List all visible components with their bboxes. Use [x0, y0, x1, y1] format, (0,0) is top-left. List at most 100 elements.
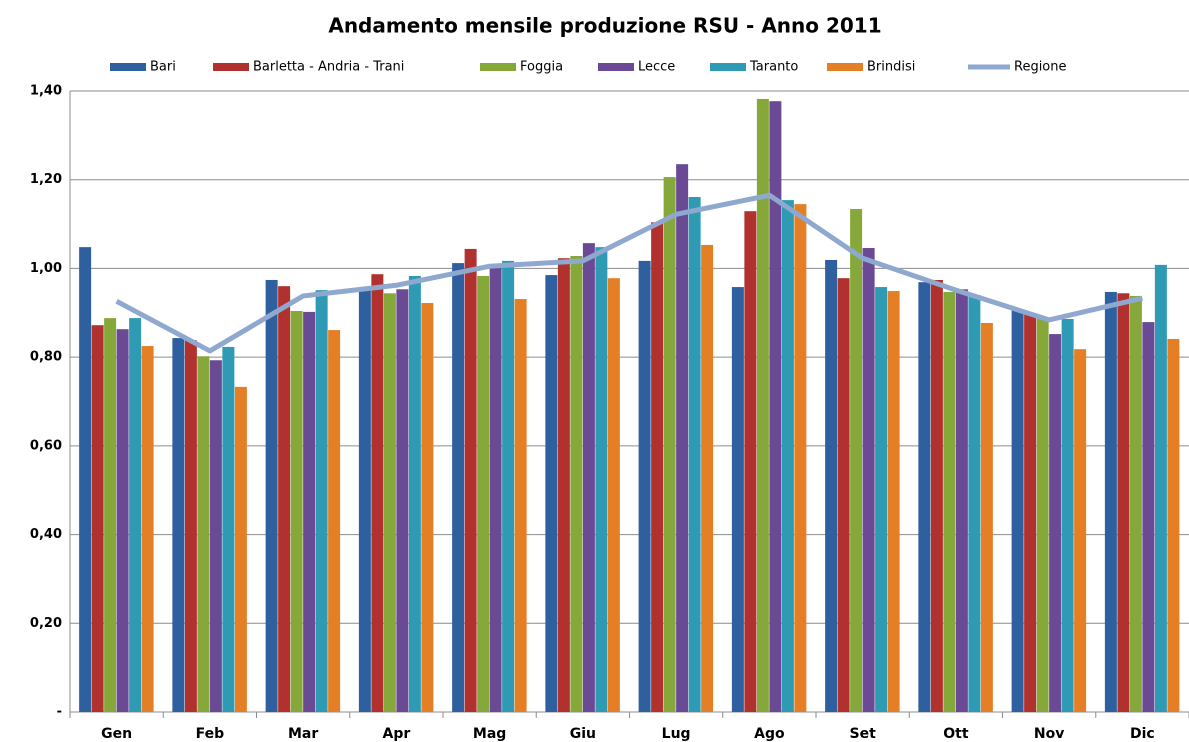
bar — [383, 293, 396, 712]
y-tick-label: 1,00 — [30, 261, 62, 276]
legend-label: Lecce — [638, 60, 675, 75]
legend-swatch — [710, 63, 746, 71]
line-series — [115, 192, 1143, 354]
bar — [1104, 291, 1117, 712]
bar — [421, 303, 434, 712]
bar — [290, 311, 303, 712]
x-tick-label: Ott — [943, 726, 969, 742]
chart-title: Andamento mensile produzione RSU - Anno … — [328, 14, 881, 38]
x-tick-label: Lug — [662, 726, 691, 742]
bar — [887, 291, 900, 712]
bar — [79, 247, 92, 712]
bar — [638, 260, 651, 712]
bar — [676, 164, 689, 713]
bar — [955, 289, 968, 712]
bar — [184, 340, 197, 712]
bar — [172, 338, 185, 712]
bar — [502, 260, 515, 712]
y-tick-label: 0,20 — [30, 616, 62, 631]
bar — [1167, 338, 1180, 712]
bar — [862, 248, 875, 712]
bar — [91, 325, 104, 712]
bar — [1074, 349, 1087, 712]
bar — [514, 299, 527, 712]
bar — [663, 177, 676, 712]
x-tick-label: Set — [849, 726, 876, 742]
legend-label: Barletta - Andria - Trani — [253, 60, 404, 75]
bar — [701, 244, 714, 712]
bar — [315, 290, 328, 712]
bar — [222, 346, 235, 712]
legend-swatch — [827, 63, 863, 71]
bar — [968, 295, 981, 712]
bar — [209, 360, 222, 712]
legend-swatch — [213, 63, 249, 71]
bar — [875, 287, 888, 712]
bar — [489, 267, 502, 712]
bar — [234, 386, 247, 712]
bar — [688, 197, 701, 713]
bar — [825, 260, 838, 712]
legend-label: Regione — [1014, 60, 1067, 75]
bar — [744, 211, 757, 712]
bar — [1061, 318, 1074, 712]
legend-swatch — [110, 63, 146, 71]
bar — [1011, 309, 1024, 712]
bar — [328, 330, 341, 712]
bar — [408, 275, 421, 712]
bar — [371, 274, 384, 712]
bar — [1129, 295, 1142, 712]
bar — [303, 311, 316, 712]
x-tick-label: Gen — [101, 726, 132, 742]
bar — [595, 247, 608, 712]
bar — [582, 243, 595, 712]
bar — [278, 286, 291, 712]
bar — [1024, 314, 1037, 712]
bar — [141, 346, 154, 712]
bar — [197, 356, 210, 712]
bar — [104, 318, 117, 712]
x-tick-label: Ago — [754, 726, 785, 742]
y-tick-label: 0,60 — [30, 438, 62, 453]
bar — [943, 291, 956, 712]
x-tick-label: Apr — [382, 726, 410, 742]
bar — [850, 208, 863, 713]
y-tick-label: 0,80 — [30, 350, 62, 365]
x-tick-label: Mar — [288, 726, 318, 742]
x-tick-label: Feb — [196, 726, 225, 742]
bar — [769, 101, 782, 712]
bar — [557, 258, 570, 712]
legend-label: Bari — [150, 60, 176, 75]
bar — [464, 248, 477, 712]
legend-label: Taranto — [749, 60, 798, 75]
bar — [570, 256, 583, 712]
bar — [1049, 334, 1062, 712]
x-tick-label: Nov — [1034, 726, 1064, 742]
bar — [781, 200, 794, 712]
bar — [651, 222, 664, 712]
bar — [545, 275, 558, 712]
bar — [1117, 293, 1130, 712]
bar — [452, 263, 465, 712]
legend-swatch — [480, 63, 516, 71]
y-tick-label: 1,20 — [30, 172, 62, 187]
bar — [129, 318, 142, 712]
bar — [918, 282, 931, 712]
bar — [794, 204, 807, 712]
bar — [607, 278, 620, 712]
bar — [731, 287, 744, 712]
bar — [837, 278, 850, 712]
bar — [358, 290, 371, 712]
bar — [265, 279, 278, 712]
bar — [116, 329, 129, 712]
bar — [396, 289, 409, 712]
bar — [980, 322, 993, 712]
bar — [477, 275, 490, 712]
bar — [756, 98, 769, 713]
y-tick-label: 0,40 — [30, 527, 62, 542]
legend-swatch — [598, 63, 634, 71]
bar — [1154, 264, 1167, 712]
x-tick-label: Giu — [570, 726, 596, 742]
legend-label: Brindisi — [867, 60, 915, 75]
